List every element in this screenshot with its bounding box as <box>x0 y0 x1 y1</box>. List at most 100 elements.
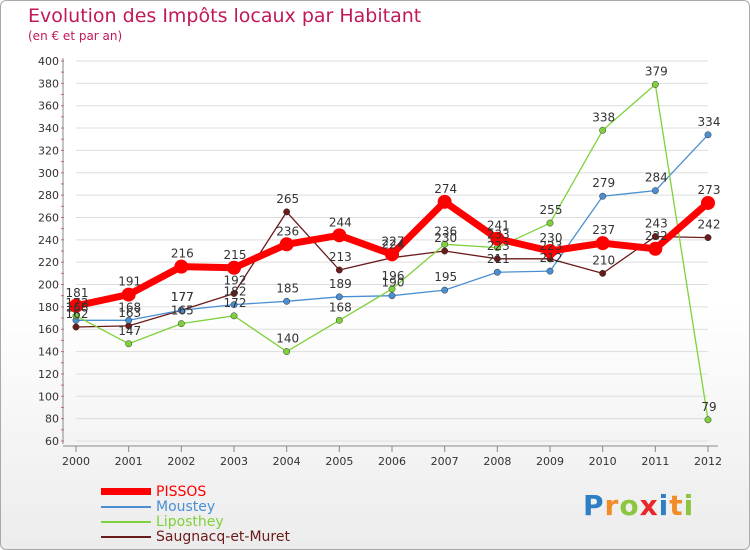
data-point <box>227 260 241 275</box>
data-point <box>385 247 399 262</box>
data-point <box>595 236 610 251</box>
data-label: 223 <box>487 239 510 253</box>
data-point <box>121 287 136 302</box>
legend-label: Liposthey <box>156 514 224 530</box>
data-label: 284 <box>645 171 668 185</box>
data-point <box>441 286 449 294</box>
data-point <box>704 131 712 139</box>
data-label: 243 <box>645 216 668 230</box>
data-label: 274 <box>434 182 457 196</box>
data-label: 147 <box>118 324 141 338</box>
x-tick-label: 2011 <box>641 455 669 468</box>
data-point <box>704 234 712 242</box>
data-point <box>701 195 715 210</box>
data-label: 177 <box>171 290 194 304</box>
data-label: 79 <box>701 400 716 414</box>
data-label: 191 <box>118 275 141 289</box>
data-point <box>177 306 185 314</box>
data-label: 140 <box>276 332 299 346</box>
data-point <box>335 293 343 301</box>
data-label: 168 <box>329 300 352 314</box>
y-tick-label: 180 <box>38 301 59 314</box>
y-tick-label: 300 <box>38 167 59 180</box>
x-tick-label: 2001 <box>115 455 143 468</box>
logo-letter: o <box>619 489 640 522</box>
data-point <box>599 126 607 134</box>
data-point <box>704 416 712 424</box>
data-label: 182 <box>224 285 247 299</box>
y-tick-label: 240 <box>38 234 59 247</box>
data-point <box>441 240 449 248</box>
data-point <box>599 192 607 200</box>
data-point <box>651 187 659 195</box>
data-label: 168 <box>118 300 141 314</box>
data-label: 168 <box>66 300 89 314</box>
legend-label: PISSOS <box>156 484 207 500</box>
data-point <box>493 268 501 276</box>
data-label: 230 <box>434 231 457 245</box>
x-tick-label: 2000 <box>62 455 90 468</box>
data-label: 223 <box>540 239 563 253</box>
data-point <box>648 241 663 256</box>
data-point <box>543 244 557 258</box>
chart-subtitle: (en € et par an) <box>28 29 123 43</box>
data-label-layer: 181 191 216 215 236 244 227 274 241 230 237 232 273 1… <box>66 64 721 413</box>
data-label: 162 <box>66 307 89 321</box>
x-tick-label: 2012 <box>694 455 722 468</box>
x-tick-label: 2010 <box>589 455 617 468</box>
y-tick-label: 140 <box>38 346 59 359</box>
logo-letter: t <box>669 489 684 522</box>
axis-layer: 60 80 100 120 140 160 180 200 220 240 260 280 300 320… <box>38 55 722 468</box>
data-label: 210 <box>592 253 615 267</box>
y-tick-label: 120 <box>38 368 59 381</box>
legend-swatch <box>101 488 151 495</box>
logo-letter: r <box>604 489 620 522</box>
data-point <box>283 297 291 305</box>
data-label: 236 <box>276 224 299 238</box>
data-label: 236 <box>434 224 457 238</box>
data-point <box>230 301 238 309</box>
x-tick-label: 2006 <box>378 455 406 468</box>
data-point <box>599 269 607 277</box>
data-label: 242 <box>698 218 721 232</box>
data-label: 165 <box>171 304 194 318</box>
data-label: 211 <box>487 252 510 266</box>
data-point <box>437 194 452 209</box>
data-label: 224 <box>382 238 405 252</box>
data-point <box>125 340 133 348</box>
data-label: 255 <box>540 203 563 217</box>
data-point <box>335 316 343 324</box>
data-label: 189 <box>329 277 352 291</box>
legend-swatch <box>101 506 151 508</box>
data-point <box>283 208 291 216</box>
data-label: 212 <box>540 251 563 265</box>
data-point <box>490 231 505 246</box>
data-point <box>388 285 396 293</box>
data-point <box>332 228 347 243</box>
legend-swatch <box>101 536 151 538</box>
data-label: 338 <box>592 110 615 124</box>
data-label: 233 <box>487 228 510 242</box>
data-point <box>230 290 238 297</box>
data-point <box>125 316 133 324</box>
data-label: 185 <box>276 281 299 295</box>
y-tick-label: 220 <box>38 256 59 269</box>
y-tick-label: 340 <box>38 122 59 135</box>
legend-label: Moustey <box>156 499 216 515</box>
y-tick-label: 60 <box>45 435 59 448</box>
data-label: 216 <box>171 247 194 261</box>
logo-letter: x <box>639 489 659 522</box>
y-tick-label: 380 <box>38 77 59 90</box>
data-label: 195 <box>434 270 457 284</box>
data-point <box>546 267 554 275</box>
series-layer <box>69 81 715 424</box>
y-tick-label: 200 <box>38 279 59 292</box>
data-label: 273 <box>698 183 721 197</box>
legend-swatch <box>101 521 151 523</box>
data-label: 181 <box>66 286 89 300</box>
logo-letter: i <box>658 489 670 522</box>
data-label: 177 <box>171 290 194 304</box>
data-point <box>388 292 396 300</box>
